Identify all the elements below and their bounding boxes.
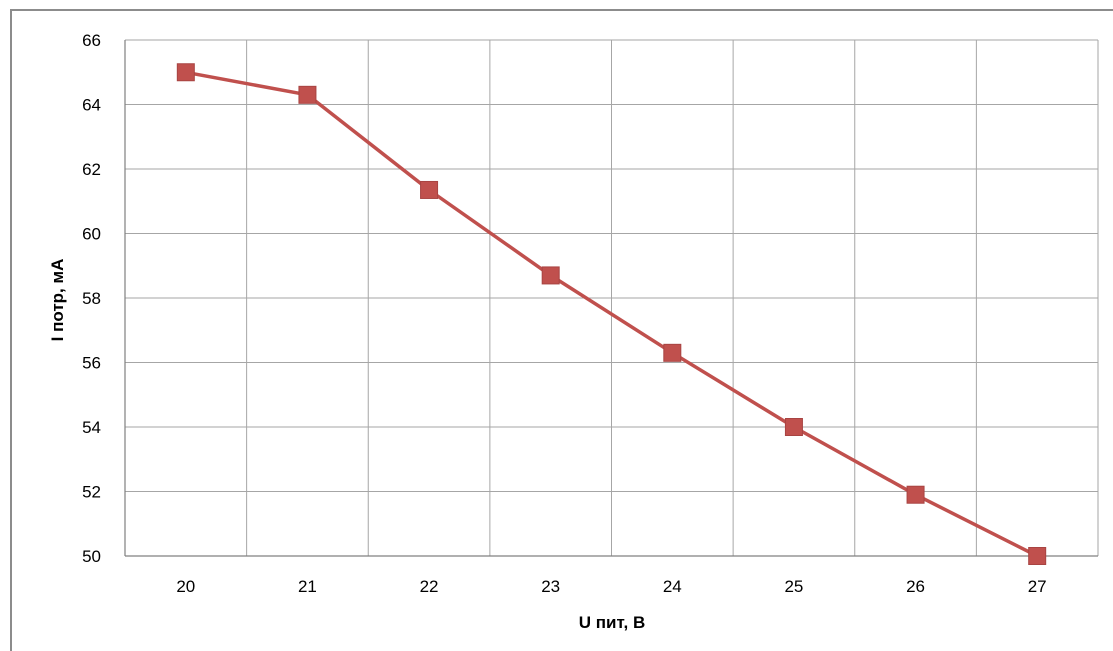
x-tick-label: 22 bbox=[420, 577, 439, 596]
x-tick-label: 24 bbox=[663, 577, 682, 596]
series-line bbox=[185, 70, 1038, 558]
x-tick-label: 26 bbox=[906, 577, 925, 596]
data-point-marker bbox=[176, 63, 195, 82]
y-tick-label: 62 bbox=[82, 160, 101, 179]
data-point-marker bbox=[420, 180, 439, 199]
x-tick-label: 25 bbox=[784, 577, 803, 596]
data-point-marker bbox=[906, 485, 925, 504]
y-tick-label: 60 bbox=[82, 225, 101, 244]
series-line-layer bbox=[185, 70, 1038, 558]
y-tick-label: 54 bbox=[82, 418, 101, 437]
x-tick-label: 21 bbox=[298, 577, 317, 596]
y-tick-label: 58 bbox=[82, 289, 101, 308]
grid-lines bbox=[124, 39, 1099, 557]
y-tick-label: 56 bbox=[82, 354, 101, 373]
y-tick-label: 50 bbox=[82, 547, 101, 566]
data-point-marker bbox=[1028, 547, 1047, 565]
x-axis-label: U пит, В bbox=[579, 613, 646, 632]
y-axis-label: I потр, мА bbox=[48, 259, 67, 342]
data-point-marker bbox=[298, 85, 317, 104]
x-tick-label: 27 bbox=[1028, 577, 1047, 596]
y-tick-labels: 50 52 54 56 58 60 62 64 66 bbox=[82, 31, 101, 566]
data-point-marker bbox=[784, 418, 803, 436]
y-tick-label: 66 bbox=[82, 31, 101, 50]
data-point-marker bbox=[663, 343, 682, 362]
data-markers bbox=[176, 63, 1047, 565]
y-tick-label: 52 bbox=[82, 483, 101, 502]
x-tick-label: 20 bbox=[176, 577, 195, 596]
chart-frame bbox=[10, 9, 1113, 651]
y-tick-label: 64 bbox=[82, 96, 101, 115]
x-tick-labels: 20 21 22 23 24 25 26 27 bbox=[176, 577, 1046, 596]
x-tick-label: 23 bbox=[541, 577, 560, 596]
data-point-marker bbox=[541, 266, 560, 285]
